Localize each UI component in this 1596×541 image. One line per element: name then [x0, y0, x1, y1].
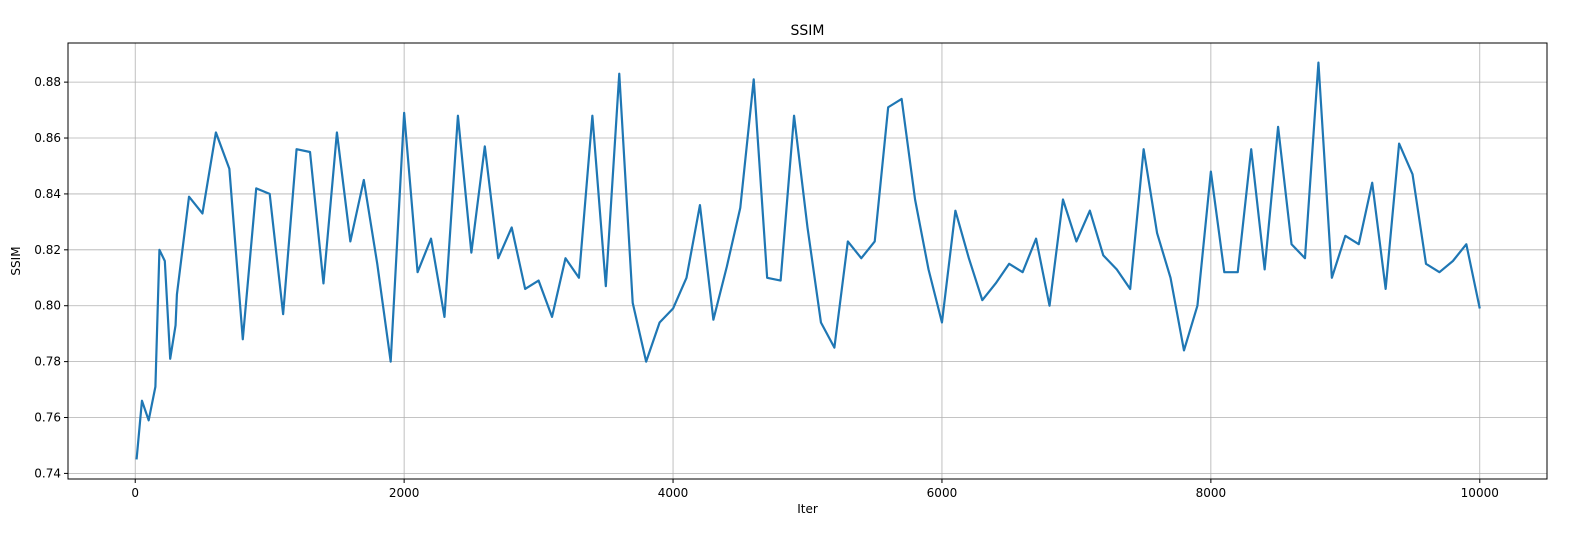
x-tick-label: 4000	[658, 486, 689, 500]
y-tick-label: 0.78	[34, 355, 61, 369]
y-tick-label: 0.86	[34, 131, 61, 145]
y-tick-label: 0.76	[34, 411, 61, 425]
y-tick-label: 0.74	[34, 466, 61, 480]
chart-title: SSIM	[791, 23, 825, 39]
x-tick-label: 8000	[1196, 486, 1227, 500]
x-tick-label: 0	[131, 486, 139, 500]
y-tick-label: 0.88	[34, 75, 61, 89]
x-tick-label: 6000	[927, 486, 958, 500]
y-tick-label: 0.82	[34, 243, 61, 257]
y-axis-label: SSIM	[9, 246, 23, 275]
x-tick-label: 10000	[1461, 486, 1499, 500]
y-axis-ticks: 0.74 0.76 0.78 0.80 0.82 0.84 0.86 0.88	[34, 75, 68, 480]
ssim-series-line	[135, 61, 1481, 460]
x-axis-ticks: 0 2000 4000 6000 8000 10000	[131, 479, 1499, 500]
plot-frame	[67, 42, 1548, 480]
x-axis-label: Iter	[797, 502, 818, 516]
series-layer	[135, 61, 1481, 460]
y-tick-label: 0.80	[34, 299, 61, 313]
y-tick-label: 0.84	[34, 187, 61, 201]
x-tick-label: 2000	[389, 486, 420, 500]
